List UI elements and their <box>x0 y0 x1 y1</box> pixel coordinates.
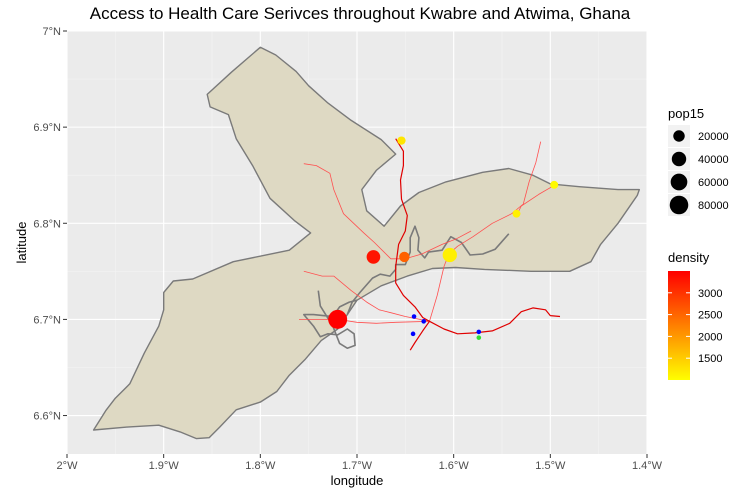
legend-density-label: 2000 <box>698 331 722 343</box>
population-point <box>397 136 406 145</box>
inner-boundary <box>346 225 510 315</box>
legend-size-swatch <box>673 130 685 142</box>
x-tick-label: 1.5°W <box>535 460 566 472</box>
facility-point <box>410 331 416 337</box>
y-tick-label: 6.7°N <box>33 314 61 326</box>
population-point <box>512 209 521 218</box>
main-road-line <box>429 307 561 335</box>
population-point <box>328 309 348 329</box>
y-tick-label: 6.8°N <box>33 218 61 230</box>
facility-point <box>476 329 482 335</box>
legend-size-label: 20000 <box>698 131 729 143</box>
district-boundary <box>92 46 640 440</box>
facility-point <box>476 335 482 340</box>
y-tick-label: 6.6°N <box>33 411 61 423</box>
legend-size-label: 80000 <box>698 200 729 212</box>
facility-point <box>411 314 417 319</box>
population-point <box>550 180 559 189</box>
legend-title-density: density <box>668 250 710 265</box>
legend-density-label: 2500 <box>698 310 722 322</box>
population-point <box>442 247 457 263</box>
legend-size-swatch <box>670 173 688 191</box>
x-tick-label: 1.8°W <box>245 460 276 472</box>
population-point <box>399 251 410 263</box>
road-line <box>303 163 472 260</box>
facility-point <box>421 319 427 324</box>
legend-size-swatch <box>669 195 689 215</box>
x-axis-title: longitude <box>331 473 384 488</box>
legend-size-swatch <box>671 151 687 167</box>
x-tick-label: 1.6°W <box>439 460 470 472</box>
legend-size-label: 60000 <box>698 177 729 189</box>
x-tick-label: 1.7°W <box>342 460 373 472</box>
road-line <box>303 270 430 322</box>
road-line <box>299 319 430 324</box>
y-tick-label: 6.9°N <box>33 122 61 134</box>
x-tick-label: 1.4°W <box>632 460 663 472</box>
x-tick-label: 2°W <box>57 460 79 472</box>
y-tick-label: 7°N <box>43 26 62 38</box>
road-line <box>429 141 542 322</box>
main-road-line <box>395 138 431 351</box>
legend-size-label: 40000 <box>698 154 729 166</box>
y-axis-title: latitude <box>14 222 29 264</box>
density-colorbar <box>668 271 690 380</box>
legend-title-pop15: pop15 <box>668 106 704 121</box>
chart-title: Access to Health Care Serivces throughou… <box>89 4 631 23</box>
legend-density-label: 1500 <box>698 353 722 365</box>
legend-density-label: 3000 <box>698 288 722 300</box>
population-point <box>366 250 381 264</box>
x-tick-label: 1.9°W <box>149 460 180 472</box>
